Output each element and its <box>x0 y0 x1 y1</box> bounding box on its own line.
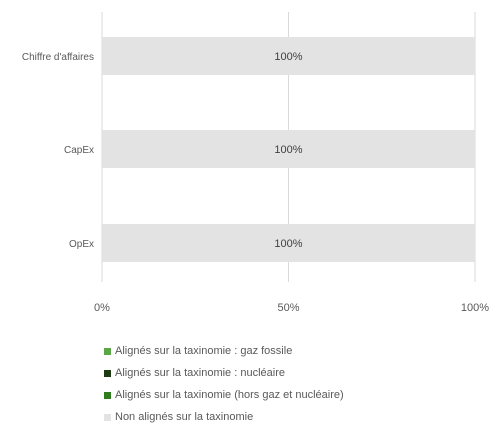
category-label: CapEx <box>64 145 94 156</box>
legend-item: Alignés sur la taxinomie : gaz fossile <box>104 340 344 362</box>
legend-label: Alignés sur la taxinomie : gaz fossile <box>115 345 293 357</box>
x-tick-label: 50% <box>277 302 299 314</box>
legend-label: Alignés sur la taxinomie : nucléaire <box>115 367 285 379</box>
legend-label: Alignés sur la taxinomie (hors gaz et nu… <box>115 389 344 401</box>
chart-legend: Alignés sur la taxinomie : gaz fossile Al… <box>104 340 344 428</box>
legend-item: Non alignés sur la taxinomie <box>104 406 344 428</box>
legend-swatch <box>104 391 111 399</box>
x-tick-label: 0% <box>94 302 110 314</box>
bar-segment <box>102 224 475 262</box>
legend-label: Non alignés sur la taxinomie <box>115 411 254 423</box>
data-label: 100% <box>274 238 302 250</box>
category-label: Chiffre d'affaires <box>22 52 94 63</box>
x-tick-label: 100% <box>461 302 489 314</box>
bar-segment <box>102 130 475 168</box>
legend-item: Alignés sur la taxinomie (hors gaz et nu… <box>104 384 344 406</box>
legend-swatch <box>104 413 111 421</box>
legend-swatch <box>104 347 111 355</box>
bar-chart: 0% 50% 100% Chiffre d'affaires CapEx OpEx 100%… <box>22 12 489 314</box>
data-label: 100% <box>274 144 302 156</box>
bar-segment <box>102 37 475 75</box>
category-label: OpEx <box>69 239 94 250</box>
legend-item: Alignés sur la taxinomie : nucléaire <box>104 362 344 384</box>
legend-swatch <box>104 369 111 377</box>
data-label: 100% <box>274 51 302 63</box>
